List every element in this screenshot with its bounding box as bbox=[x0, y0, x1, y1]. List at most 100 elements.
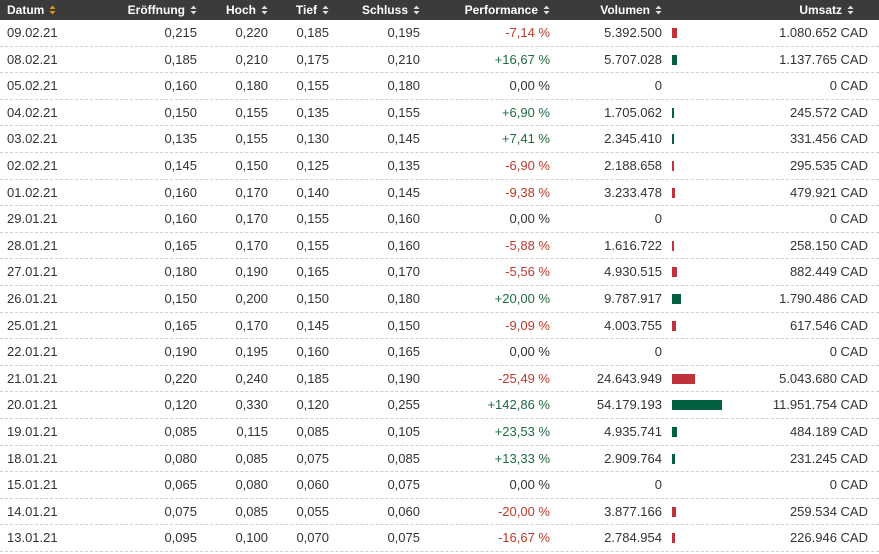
table-cell: 4.935.741 bbox=[604, 424, 662, 439]
volume-bar bbox=[672, 107, 674, 118]
table-cell: 13.01.21 bbox=[7, 530, 58, 546]
table-cell: 0,085 bbox=[387, 450, 420, 466]
table-cell: 0,210 bbox=[235, 51, 268, 67]
volume-bar bbox=[672, 400, 722, 411]
column-header[interactable]: Eröffnung bbox=[128, 0, 197, 20]
table-cell: 0,155 bbox=[296, 211, 329, 227]
table-cell: 0,160 bbox=[387, 237, 420, 253]
table-cell: 0,220 bbox=[164, 370, 197, 386]
table-cell: 0,080 bbox=[164, 450, 197, 466]
table-cell: 5.392.500 bbox=[604, 25, 662, 40]
column-label[interactable]: Tief bbox=[295, 3, 317, 17]
table-cell: 09.02.21 bbox=[7, 25, 58, 40]
table-cell: 0,150 bbox=[164, 291, 197, 306]
sort-icon bbox=[322, 5, 329, 15]
table-cell: 20.01.21 bbox=[7, 397, 58, 413]
table-cell: -5,88 % bbox=[505, 237, 550, 253]
table-cell: 15.01.21 bbox=[7, 477, 58, 493]
table-cell: 9.787.917 bbox=[604, 291, 662, 306]
table-cell: 0,190 bbox=[235, 264, 268, 280]
table-cell: 18.01.21 bbox=[7, 450, 58, 466]
column-header[interactable]: Umsatz bbox=[799, 0, 854, 20]
table-cell: +20,00 % bbox=[494, 291, 550, 306]
table-cell: 0,180 bbox=[387, 291, 420, 306]
table-cell: 25.01.21 bbox=[7, 317, 58, 333]
column-header[interactable]: Hoch bbox=[226, 0, 268, 20]
table-cell: 0,00 % bbox=[509, 211, 550, 227]
sort-icon bbox=[655, 5, 662, 15]
table-cell: 29.01.21 bbox=[7, 211, 58, 227]
column-label[interactable]: Volumen bbox=[600, 3, 650, 17]
table-cell: 27.01.21 bbox=[7, 264, 58, 280]
table-cell: 0,00 % bbox=[509, 78, 550, 94]
sort-icon bbox=[413, 5, 420, 15]
table-cell: 245.572 CAD bbox=[789, 104, 868, 120]
table-cell: 0,070 bbox=[296, 530, 329, 546]
column-label[interactable]: Datum bbox=[7, 3, 45, 17]
table-cell: 231.245 CAD bbox=[789, 450, 868, 466]
table-cell: 331.456 CAD bbox=[789, 131, 868, 147]
table-cell: 0,165 bbox=[164, 237, 197, 253]
table-cell: +16,67 % bbox=[494, 51, 550, 67]
table-cell: -7,14 % bbox=[505, 25, 550, 40]
table-cell: 26.01.21 bbox=[7, 291, 58, 306]
table-cell: 0,145 bbox=[164, 158, 197, 173]
column-header[interactable]: Schluss bbox=[362, 0, 420, 20]
volume-bar bbox=[672, 453, 675, 464]
table-cell: 0,075 bbox=[296, 450, 329, 466]
column-header[interactable]: Datum bbox=[7, 0, 56, 20]
table-cell: 1.790.486 CAD bbox=[779, 291, 868, 306]
table-cell: 0,185 bbox=[296, 370, 329, 386]
column-label[interactable]: Eröffnung bbox=[127, 3, 185, 17]
table-cell: -5,56 % bbox=[505, 264, 550, 280]
column-header[interactable]: Tief bbox=[296, 0, 329, 20]
table-cell: 0,160 bbox=[164, 78, 197, 94]
table-row: 28.01.21 0,165 0,170 0,155 0,160 -5,88 % 1.616… bbox=[0, 233, 879, 260]
column-header[interactable]: Volumen bbox=[600, 0, 662, 20]
table-cell: 0,150 bbox=[164, 104, 197, 120]
volume-bar bbox=[672, 28, 677, 38]
table-row: 27.01.21 0,180 0,190 0,165 0,170 -5,56 % 4.930… bbox=[0, 259, 879, 286]
table-cell: 484.189 CAD bbox=[789, 424, 868, 439]
column-header[interactable]: Performance bbox=[465, 0, 550, 20]
table-cell: 54.179.193 bbox=[596, 397, 662, 413]
table-cell: 2.784.954 bbox=[604, 530, 662, 546]
table-cell: 08.02.21 bbox=[7, 51, 58, 67]
table-cell: +23,53 % bbox=[494, 424, 550, 439]
table-cell: 0,085 bbox=[235, 503, 268, 519]
table-cell: 0,170 bbox=[235, 211, 268, 227]
table-row: 29.01.21 0,160 0,170 0,155 0,160 0,00 % 0 0 CAD bbox=[0, 206, 879, 233]
table-row: 19.01.21 0,085 0,115 0,085 0,105 +23,53 % 4.93… bbox=[0, 419, 879, 446]
column-label[interactable]: Hoch bbox=[226, 3, 256, 17]
table-cell: -6,90 % bbox=[505, 158, 550, 173]
table-cell: -16,67 % bbox=[497, 530, 550, 546]
table-cell: 0,165 bbox=[296, 264, 329, 280]
table-cell: 259.534 CAD bbox=[789, 503, 868, 519]
table-row: 03.02.21 0,135 0,155 0,130 0,145 +7,41 % 2.345… bbox=[0, 126, 879, 153]
table-row: 09.02.21 0,215 0,220 0,185 0,195 -7,14 % 5.392… bbox=[0, 20, 879, 47]
table-cell: 1.616.722 bbox=[604, 237, 662, 253]
table-cell: 0 bbox=[654, 477, 662, 493]
table-row: 15.01.21 0,065 0,080 0,060 0,075 0,00 % 0 0 CAD bbox=[0, 472, 879, 499]
table-row: 14.01.21 0,075 0,085 0,055 0,060 -20,00 % 3.87… bbox=[0, 499, 879, 526]
column-label[interactable]: Performance bbox=[464, 3, 538, 17]
table-cell: 2.345.410 bbox=[604, 131, 662, 147]
table-cell: 0,135 bbox=[387, 158, 420, 173]
table-row: 22.01.21 0,190 0,195 0,160 0,165 0,00 % 0 0 CAD bbox=[0, 339, 879, 366]
volume-bar bbox=[672, 54, 678, 65]
table-row: 08.02.21 0,185 0,210 0,175 0,210 +16,67 % 5.70… bbox=[0, 47, 879, 74]
volume-bar bbox=[672, 427, 677, 437]
table-cell: 0,00 % bbox=[509, 344, 550, 360]
table-cell: 0,200 bbox=[235, 291, 268, 306]
table-cell: 0,330 bbox=[235, 397, 268, 413]
column-label[interactable]: Umsatz bbox=[799, 3, 842, 17]
table-cell: 2.909.764 bbox=[604, 450, 662, 466]
table-cell: 0,060 bbox=[296, 477, 329, 493]
column-label[interactable]: Schluss bbox=[361, 3, 408, 17]
table-cell: 0,145 bbox=[387, 131, 420, 147]
table-cell: 0,155 bbox=[387, 104, 420, 120]
volume-bar bbox=[672, 267, 677, 278]
volume-bar bbox=[672, 320, 676, 331]
sort-icon bbox=[49, 5, 56, 15]
